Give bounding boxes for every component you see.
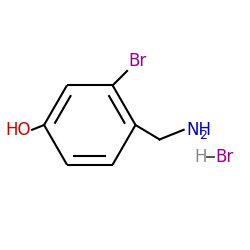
Text: NH: NH [186,121,211,139]
Text: 2: 2 [199,128,207,141]
Text: H: H [194,148,207,166]
Text: Br: Br [216,148,234,166]
Text: Br: Br [128,52,146,70]
Text: HO: HO [5,121,31,139]
